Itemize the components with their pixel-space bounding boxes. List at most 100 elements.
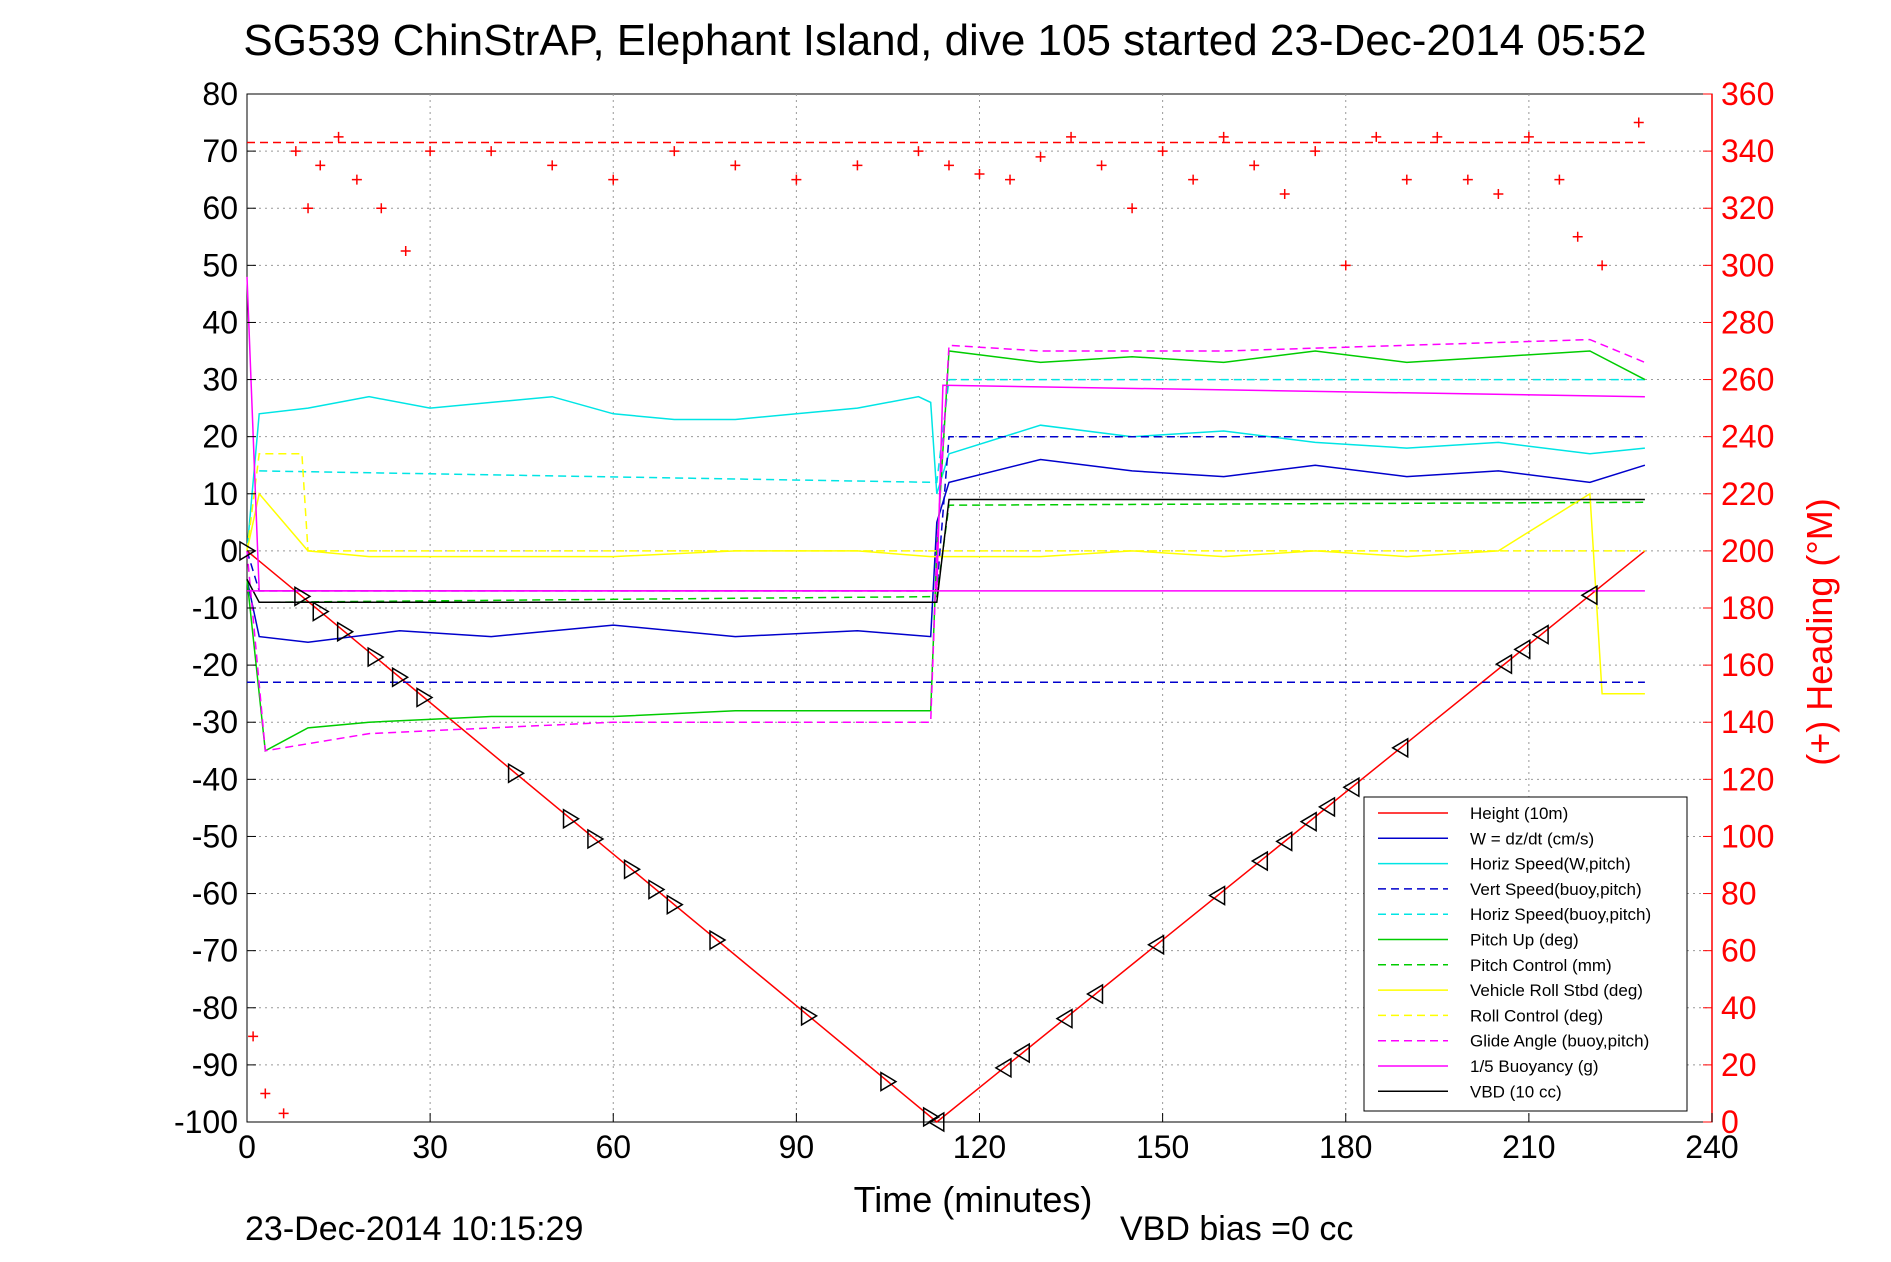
legend-label: Roll Control (deg) bbox=[1470, 1006, 1603, 1025]
legend-label: Height (10m) bbox=[1470, 804, 1568, 823]
y2-tick-label: 240 bbox=[1721, 419, 1774, 455]
climb-marker bbox=[1317, 796, 1336, 818]
heading-point bbox=[351, 174, 362, 185]
legend-label: VBD (10 cc) bbox=[1470, 1082, 1562, 1101]
heading-point bbox=[315, 160, 326, 171]
heading-point bbox=[974, 168, 985, 179]
x-tick-label: 120 bbox=[953, 1129, 1006, 1165]
dive-marker bbox=[648, 879, 666, 900]
climb-marker bbox=[1342, 776, 1360, 798]
heading-point bbox=[303, 203, 314, 214]
climb-marker bbox=[1275, 831, 1293, 852]
climb-marker bbox=[1055, 1008, 1073, 1029]
dive-marker bbox=[587, 828, 605, 850]
y-tick-label: -90 bbox=[192, 1047, 238, 1083]
dive-marker bbox=[507, 762, 526, 784]
series-line-9 bbox=[246, 338, 1646, 752]
climb-marker bbox=[1208, 885, 1226, 906]
y2-tick-label: 180 bbox=[1721, 590, 1774, 626]
y2-tick-label: 280 bbox=[1721, 304, 1774, 340]
heading-point bbox=[486, 146, 497, 157]
y2-tick-label: 220 bbox=[1721, 476, 1774, 512]
plot-area: -100-90-80-70-60-50-40-30-20-10010203040… bbox=[174, 76, 1774, 1165]
y2-tick-label: 320 bbox=[1721, 190, 1774, 226]
heading-point bbox=[290, 146, 301, 157]
triangle-markers bbox=[239, 540, 1598, 1133]
heading-point bbox=[400, 246, 411, 257]
y-tick-label: 70 bbox=[202, 133, 238, 169]
climb-marker bbox=[1580, 584, 1598, 606]
x-tick-label: 180 bbox=[1319, 1129, 1372, 1165]
climb-marker bbox=[1391, 737, 1409, 759]
heading-point bbox=[1340, 260, 1351, 271]
heading-point bbox=[1096, 160, 1107, 171]
heading-point bbox=[1554, 174, 1565, 185]
y2-tick-label: 200 bbox=[1721, 533, 1774, 569]
series-line-7 bbox=[246, 492, 1645, 695]
heading-point bbox=[1432, 131, 1443, 142]
dive-marker bbox=[666, 894, 684, 915]
climb-marker bbox=[1012, 1042, 1030, 1064]
climb-marker bbox=[1513, 639, 1531, 660]
climb-marker bbox=[1086, 983, 1104, 1005]
x-tick-label: 0 bbox=[238, 1129, 256, 1165]
dive-marker bbox=[294, 586, 312, 607]
y2-tick-label: 140 bbox=[1721, 704, 1774, 740]
y2-tick-label: 20 bbox=[1721, 1047, 1757, 1083]
series-line-6 bbox=[259, 501, 1645, 604]
heading-point bbox=[791, 174, 802, 185]
legend-label: Pitch Control (mm) bbox=[1470, 956, 1612, 975]
series-line-4 bbox=[259, 378, 1645, 484]
legend-label: Vehicle Roll Stbd (deg) bbox=[1470, 981, 1643, 1000]
heading-point bbox=[1523, 131, 1534, 142]
chart-title: SG539 ChinStrAP, Elephant Island, dive 1… bbox=[243, 16, 1646, 65]
dive-marker bbox=[623, 858, 642, 880]
heading-point bbox=[1127, 203, 1138, 214]
footer-timestamp: 23-Dec-2014 10:15:29 bbox=[245, 1210, 583, 1248]
y-tick-label: 50 bbox=[202, 247, 238, 283]
heading-point bbox=[1218, 131, 1229, 142]
legend: Height (10m) W = dz/dt (cm/s) Horiz Speed(… bbox=[1363, 796, 1688, 1112]
y-tick-label: 0 bbox=[220, 533, 238, 569]
legend-label: 1/5 Buoyancy (g) bbox=[1470, 1057, 1599, 1076]
heading-point bbox=[425, 146, 436, 157]
climb-marker bbox=[1299, 811, 1317, 832]
series-line-5 bbox=[246, 350, 1646, 752]
climb-marker bbox=[1495, 653, 1513, 675]
y-tick-label: -80 bbox=[192, 990, 238, 1026]
y2-tick-label: 80 bbox=[1721, 876, 1757, 912]
series-line-1 bbox=[246, 458, 1646, 644]
y2-tick-label: 40 bbox=[1721, 990, 1757, 1026]
x-axis-label: Time (minutes) bbox=[854, 1179, 1093, 1220]
legend-label: W = dz/dt (cm/s) bbox=[1470, 829, 1594, 848]
y2-tick-label: 100 bbox=[1721, 818, 1774, 854]
heading-point bbox=[852, 160, 863, 171]
legend-label: Vert Speed(buoy,pitch) bbox=[1470, 880, 1642, 899]
y2-tick-label: 120 bbox=[1721, 761, 1774, 797]
footer-vbd-bias: VBD bias =0 cc bbox=[1120, 1210, 1353, 1248]
dive-marker bbox=[312, 601, 330, 622]
x-tick-label: 30 bbox=[412, 1129, 448, 1165]
series-line-11 bbox=[246, 498, 1645, 604]
heading-point bbox=[1462, 174, 1473, 185]
heading-point bbox=[333, 131, 344, 142]
series-line-0 bbox=[246, 550, 1646, 1123]
dive-marker bbox=[391, 666, 410, 688]
y2-tick-label: 340 bbox=[1721, 133, 1774, 169]
y-tick-label: -30 bbox=[192, 704, 238, 740]
y-tick-label: -100 bbox=[174, 1104, 238, 1140]
heading-point bbox=[1371, 131, 1382, 142]
series-line-2 bbox=[246, 395, 1645, 551]
heading-point bbox=[1493, 188, 1504, 199]
heading-point bbox=[1005, 174, 1016, 185]
heading-point bbox=[913, 146, 924, 157]
heading-point bbox=[278, 1108, 289, 1119]
y-tick-label: 40 bbox=[202, 304, 238, 340]
dive-marker bbox=[416, 687, 434, 708]
y2-tick-label: 0 bbox=[1721, 1104, 1739, 1140]
y-tick-label: 80 bbox=[202, 76, 238, 112]
heading-point bbox=[1401, 174, 1412, 185]
heading-point bbox=[248, 1031, 259, 1042]
legend-label: Glide Angle (buoy,pitch) bbox=[1470, 1032, 1649, 1051]
heading-point bbox=[376, 203, 387, 214]
